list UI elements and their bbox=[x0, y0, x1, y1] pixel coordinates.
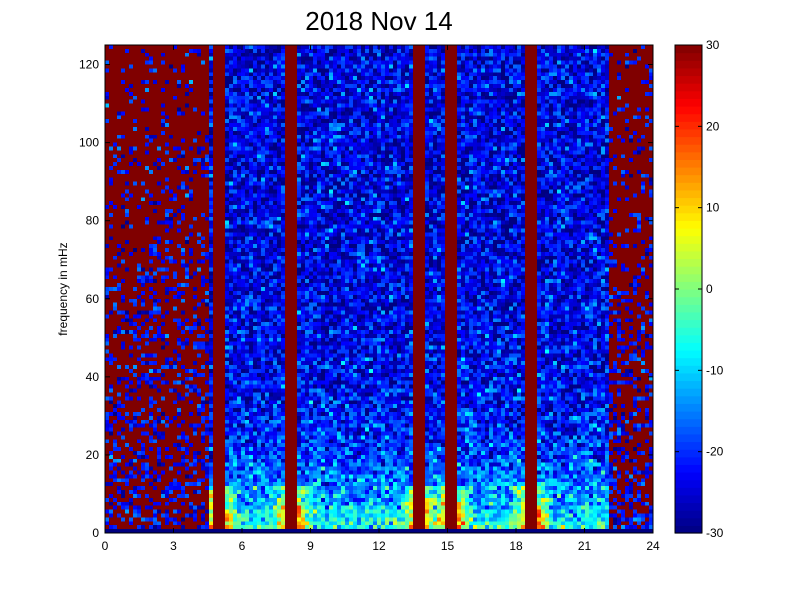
colorbar-segment bbox=[675, 151, 702, 160]
y-tick-label: 0 bbox=[92, 526, 99, 540]
x-tick-label: 9 bbox=[307, 539, 314, 553]
colorbar-segment bbox=[675, 464, 702, 473]
colorbar-segment bbox=[675, 45, 702, 54]
colorbar-segment bbox=[675, 319, 702, 328]
colorbar: 30 20 10 0 -10 -20 -30 bbox=[674, 38, 724, 540]
colorbar-segment bbox=[675, 365, 702, 374]
colorbar-segment bbox=[675, 342, 702, 351]
colorbar-segment bbox=[675, 121, 702, 130]
colorbar-segment bbox=[675, 411, 702, 420]
y-tick-label: 80 bbox=[86, 214, 100, 228]
colorbar-segment bbox=[675, 479, 702, 488]
colorbar-segment bbox=[675, 433, 702, 443]
x-tick-label: 6 bbox=[239, 539, 246, 553]
colorbar-tick-label: -10 bbox=[706, 363, 724, 377]
colorbar-segment bbox=[675, 205, 702, 214]
colorbar-segment bbox=[675, 273, 702, 282]
chart-title: 2018 Nov 14 bbox=[305, 6, 453, 36]
y-axis-ticks: 0 20 40 60 80 100 120 bbox=[79, 58, 653, 540]
colorbar-segment bbox=[675, 327, 702, 336]
colorbar-segment bbox=[675, 98, 702, 107]
y-tick-label: 120 bbox=[79, 58, 99, 72]
colorbar-segment bbox=[675, 350, 702, 359]
colorbar-segment bbox=[675, 220, 702, 229]
colorbar-segment bbox=[675, 212, 702, 221]
colorbar-segment bbox=[675, 296, 702, 305]
colorbar-segment bbox=[675, 372, 702, 382]
colorbar-segment bbox=[675, 243, 702, 252]
colorbar-segment bbox=[675, 52, 702, 61]
x-axis-ticks: 0 3 6 9 12 15 18 21 24 bbox=[102, 45, 660, 553]
x-tick-label: 12 bbox=[372, 539, 386, 553]
colorbar-segment bbox=[675, 517, 702, 526]
y-tick-label: 40 bbox=[86, 370, 100, 384]
colorbar-segment bbox=[675, 334, 702, 343]
x-tick-label: 15 bbox=[441, 539, 455, 553]
colorbar-segment bbox=[675, 197, 702, 206]
colorbar-segment bbox=[675, 182, 702, 191]
heatmap-image bbox=[105, 45, 653, 533]
colorbar-segment bbox=[675, 167, 702, 176]
colorbar-segment bbox=[675, 449, 702, 458]
colorbar-segment bbox=[675, 418, 702, 427]
colorbar-segment bbox=[675, 189, 702, 199]
x-tick-label: 0 bbox=[102, 539, 109, 553]
colorbar-segment bbox=[675, 510, 702, 519]
colorbar-segment bbox=[675, 250, 702, 260]
colorbar-segment bbox=[675, 235, 702, 244]
colorbar-segment bbox=[675, 494, 702, 504]
colorbar-segment bbox=[675, 289, 702, 298]
colorbar-segment bbox=[675, 472, 702, 481]
y-tick-label: 60 bbox=[86, 292, 100, 306]
colorbar-segment bbox=[675, 136, 702, 145]
colorbar-segment bbox=[675, 525, 702, 534]
colorbar-segment bbox=[675, 60, 702, 69]
colorbar-segment bbox=[675, 395, 702, 404]
colorbar-segment bbox=[675, 106, 702, 115]
x-tick-label: 18 bbox=[509, 539, 523, 553]
x-tick-label: 24 bbox=[646, 539, 660, 553]
colorbar-segment bbox=[675, 357, 702, 366]
x-tick-label: 3 bbox=[170, 539, 177, 553]
colorbar-tick-label: 10 bbox=[706, 201, 720, 215]
colorbar-segment bbox=[675, 403, 702, 412]
colorbar-segment bbox=[675, 281, 702, 290]
colorbar-segment bbox=[675, 456, 702, 465]
colorbar-segment bbox=[675, 441, 702, 450]
y-tick-label: 100 bbox=[79, 136, 99, 150]
colorbar-tick-label: 30 bbox=[706, 38, 720, 52]
colorbar-segment bbox=[675, 90, 702, 99]
heatmap-cells bbox=[105, 45, 653, 533]
colorbar-tick-label: -20 bbox=[706, 445, 724, 459]
colorbar-segment bbox=[675, 388, 702, 397]
colorbar-segment bbox=[675, 304, 702, 313]
colorbar-segment bbox=[675, 311, 702, 321]
colorbar-segment bbox=[675, 487, 702, 496]
x-tick-label: 21 bbox=[578, 539, 592, 553]
colorbar-segment bbox=[675, 113, 702, 122]
colorbar-segment bbox=[675, 128, 702, 138]
colorbar-segment bbox=[675, 228, 702, 237]
colorbar-segment bbox=[675, 83, 702, 92]
colorbar-segment bbox=[675, 502, 702, 511]
colorbar-segment bbox=[675, 174, 702, 183]
colorbar-segment bbox=[675, 75, 702, 84]
colorbar-segment bbox=[675, 426, 702, 435]
colorbar-tick-label: 0 bbox=[706, 282, 713, 296]
colorbar-segment bbox=[675, 67, 702, 77]
colorbar-segment bbox=[675, 258, 702, 267]
colorbar-segment bbox=[675, 266, 702, 275]
colorbar-segment bbox=[675, 144, 702, 153]
colorbar-tick-label: 20 bbox=[706, 119, 720, 133]
colorbar-tick-label: -30 bbox=[706, 526, 724, 540]
y-tick-label: 20 bbox=[86, 448, 100, 462]
colorbar-segment bbox=[675, 380, 702, 389]
colorbar-segment bbox=[675, 159, 702, 168]
